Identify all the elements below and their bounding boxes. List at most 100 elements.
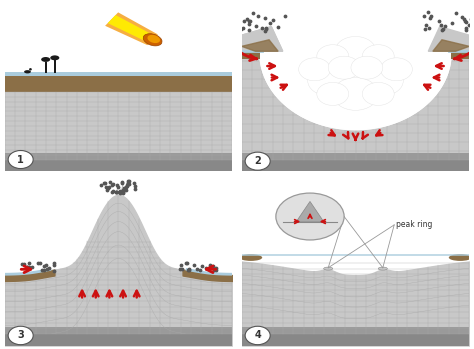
Point [230,10,237,15]
Point [125,179,133,184]
Bar [242,153,469,159]
Point [108,190,116,195]
Point [422,22,430,28]
Point [125,180,132,186]
Point [109,182,117,187]
Point [462,27,470,33]
Point [266,20,274,26]
Point [28,265,36,270]
Point [182,260,190,266]
Polygon shape [226,27,283,51]
Circle shape [381,58,412,81]
Point [282,13,289,18]
Point [246,18,253,24]
Circle shape [333,77,378,110]
Point [120,186,128,192]
Point [467,16,474,22]
Point [246,27,253,32]
Point [441,23,449,29]
Point [465,22,473,27]
Point [50,261,57,266]
Point [18,261,26,267]
Text: 4: 4 [254,331,261,341]
Polygon shape [108,15,156,43]
Point [177,262,185,268]
Point [118,179,126,185]
Point [104,185,111,191]
Circle shape [245,326,270,345]
Ellipse shape [324,267,333,270]
Point [20,261,28,266]
Circle shape [328,53,383,92]
Circle shape [245,152,270,170]
Point [40,268,48,273]
Point [23,264,30,270]
Point [245,22,252,27]
Point [117,188,124,194]
Ellipse shape [143,34,162,46]
Point [424,9,432,15]
Point [131,183,139,188]
Ellipse shape [449,254,472,261]
Point [45,265,53,271]
Polygon shape [433,40,469,51]
Point [119,187,127,193]
Point [462,18,469,23]
Point [184,268,192,273]
Point [269,17,276,23]
Ellipse shape [29,68,32,70]
Point [458,14,466,20]
Polygon shape [242,7,469,129]
Circle shape [328,56,360,79]
Polygon shape [105,12,158,45]
Point [123,183,130,188]
Point [246,18,254,24]
Point [198,263,205,269]
Point [38,267,46,273]
Circle shape [335,37,376,66]
Circle shape [362,66,403,96]
Point [231,11,238,16]
Circle shape [8,150,33,169]
Point [206,262,213,268]
Point [97,182,105,188]
Point [261,28,269,34]
Bar [5,327,232,334]
Point [102,185,110,190]
Point [190,262,198,267]
Point [237,26,245,31]
Point [125,181,132,186]
Point [183,260,191,266]
Point [51,268,58,273]
Point [212,267,220,273]
Point [420,13,428,18]
Point [100,180,108,186]
Point [122,184,130,190]
Point [120,185,128,191]
Point [40,263,48,269]
Point [437,22,445,28]
Circle shape [351,56,383,79]
Bar [5,72,232,76]
Polygon shape [242,7,469,129]
Ellipse shape [24,70,31,73]
Point [202,265,210,271]
Bar [242,334,469,346]
Ellipse shape [147,35,160,43]
Point [236,19,243,25]
Ellipse shape [239,254,262,261]
Point [468,20,474,25]
Point [121,185,129,191]
Circle shape [299,58,330,81]
Point [425,25,432,30]
Bar [5,92,232,171]
Point [185,267,192,273]
Point [119,191,127,196]
Point [113,189,120,194]
Point [240,18,247,24]
Point [119,189,127,195]
Polygon shape [428,27,474,51]
Bar [242,254,469,256]
Point [460,16,467,22]
Bar [5,159,232,171]
